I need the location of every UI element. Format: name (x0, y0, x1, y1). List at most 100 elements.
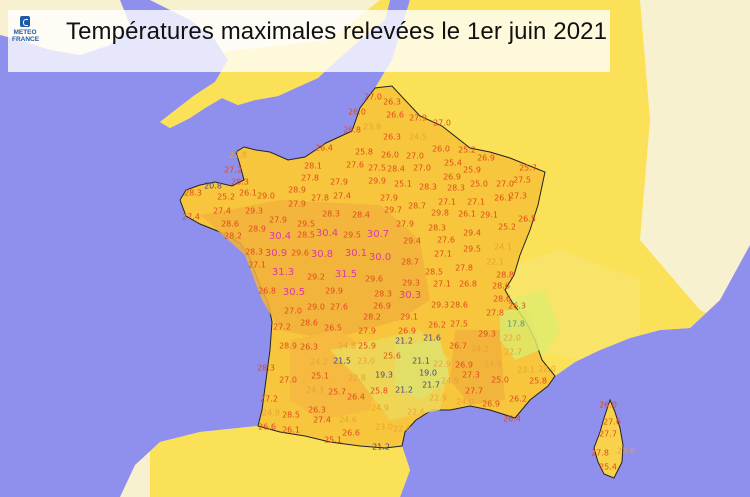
temperature-label: 20.8 (204, 182, 222, 191)
temperature-label: 25.4 (599, 463, 617, 472)
temperature-label: 22.9 (429, 394, 447, 403)
temperature-label: 25.9 (463, 166, 481, 175)
temperature-label: 27.1 (433, 280, 451, 289)
temperature-label: 28.8 (496, 271, 514, 280)
temperature-label: 27.0 (496, 180, 514, 189)
temperature-label: 27.1 (248, 261, 266, 270)
temperature-label: 21.2 (395, 337, 413, 346)
temperature-label: 28.6 (221, 220, 239, 229)
temperature-label: 27.9 (330, 178, 348, 187)
temperature-label: 23.0 (375, 423, 393, 432)
temperature-label: 26.6 (258, 423, 276, 432)
temperature-label: 24.3 (306, 386, 324, 395)
temperature-label: 28.2 (224, 232, 242, 241)
temperature-label: 27.4 (213, 207, 231, 216)
temperature-label: 28.3 (184, 189, 202, 198)
temperature-label: 29.6 (365, 275, 383, 284)
temperature-label: 22.0 (503, 334, 521, 343)
temperature-label: 27.5 (368, 164, 386, 173)
temperature-label: 30.4 (269, 231, 291, 242)
temperature-label: 28.9 (288, 186, 306, 195)
temperature-label: 29.3 (431, 301, 449, 310)
temperature-label: 26.0 (599, 401, 617, 410)
temperature-label: 24.2 (471, 345, 489, 354)
temperature-label: 28.5 (297, 231, 315, 240)
temperature-label: 25.2 (458, 146, 476, 155)
temperature-label: 26.9 (455, 361, 473, 370)
temperature-label: 28.3 (447, 184, 465, 193)
temperature-label: 27.6 (330, 303, 348, 312)
logo-line1: METEO (13, 29, 37, 36)
temperature-label: 29.1 (480, 211, 498, 220)
temperature-label: 22.6 (393, 425, 411, 434)
temperature-label: 30.5 (283, 287, 305, 298)
temperature-label: 27.8 (591, 449, 609, 458)
temperature-label: 25.9 (358, 342, 376, 351)
temperature-label: 22.9 (433, 360, 451, 369)
temperature-label: 26.6 (386, 111, 404, 120)
temperature-label: 28.4 (352, 211, 370, 220)
temperature-label: 27.2 (273, 323, 291, 332)
meteo-france-logo-icon (20, 16, 30, 27)
temperature-label: 24.2 (310, 358, 328, 367)
temperature-label: 27.5 (513, 176, 531, 185)
temperature-label: 24.5 (409, 133, 427, 142)
temperature-label: 30.0 (369, 252, 391, 263)
temperature-label: 29.0 (307, 303, 325, 312)
page-title: Températures maximales relevées le 1er j… (66, 18, 608, 45)
temperature-label: 22.1 (486, 258, 504, 267)
temperature-label: 28.9 (248, 225, 266, 234)
temperature-label: 27.6 (603, 418, 621, 427)
temperature-label: 26.4 (315, 144, 333, 153)
temperature-label: 26.1 (458, 210, 476, 219)
temperature-label: 28.4 (387, 165, 405, 174)
temperature-label: 28.3 (419, 183, 437, 192)
temperature-label: 30.4 (316, 228, 338, 239)
temperature-label: 27.9 (269, 216, 287, 225)
temperature-label: 26.9 (443, 173, 461, 182)
temperature-label: 26.3 (383, 98, 401, 107)
temperature-label: 29.3 (245, 207, 263, 216)
france-temperature-zones (200, 200, 540, 420)
temperature-label: 27.9 (409, 114, 427, 123)
temperature-label: 26.1 (494, 194, 512, 203)
temperature-label: 24.6 (484, 360, 502, 369)
temperature-label: 22.7 (504, 348, 522, 357)
temperature-label: 28.6 (450, 301, 468, 310)
temperature-label: 21.6 (423, 334, 441, 343)
temperature-label: 29.0 (257, 192, 275, 201)
temperature-label: 26.9 (373, 302, 391, 311)
temperature-label: 24.0 (456, 398, 474, 407)
temperature-label: 27.0 (406, 152, 424, 161)
temperature-label: 28.6 (492, 282, 510, 291)
temperature-label: 27.7 (599, 430, 617, 439)
temperature-label: 24.9 (441, 377, 459, 386)
temperature-label: 26.6 (342, 429, 360, 438)
temperature-label: 27.1 (467, 198, 485, 207)
temperature-label: 29.9 (325, 287, 343, 296)
title-banner (8, 10, 610, 72)
temperature-label: 28.7 (401, 258, 419, 267)
temperature-label: 24.6 (339, 416, 357, 425)
temperature-label: 23.0 (357, 357, 375, 366)
temperature-label: 31.3 (272, 267, 294, 278)
temperature-label: 29.1 (400, 313, 418, 322)
temperature-label: 29.4 (463, 229, 481, 238)
temperature-label: 27.4 (313, 416, 331, 425)
temperature-label: 21.5 (333, 357, 351, 366)
temperature-label: 22.8 (229, 151, 247, 160)
temperature-label: 19.3 (375, 371, 393, 380)
temperature-label: 23.9 (363, 123, 381, 132)
temperature-label: 25.7 (519, 164, 537, 173)
temperature-label: 26.5 (324, 324, 342, 333)
temperature-label: 24.9 (371, 404, 389, 413)
temperature-label: 25.7 (328, 388, 346, 397)
temperature-label: 29.2 (307, 273, 325, 282)
temperature-label: 27.2 (224, 166, 242, 175)
temperature-label: 30.1 (345, 248, 367, 259)
temperature-label: 27.0 (279, 376, 297, 385)
temperature-label: 29.3 (478, 330, 496, 339)
temperature-label: 25.1 (324, 436, 342, 445)
temperature-label: 21.2 (395, 386, 413, 395)
